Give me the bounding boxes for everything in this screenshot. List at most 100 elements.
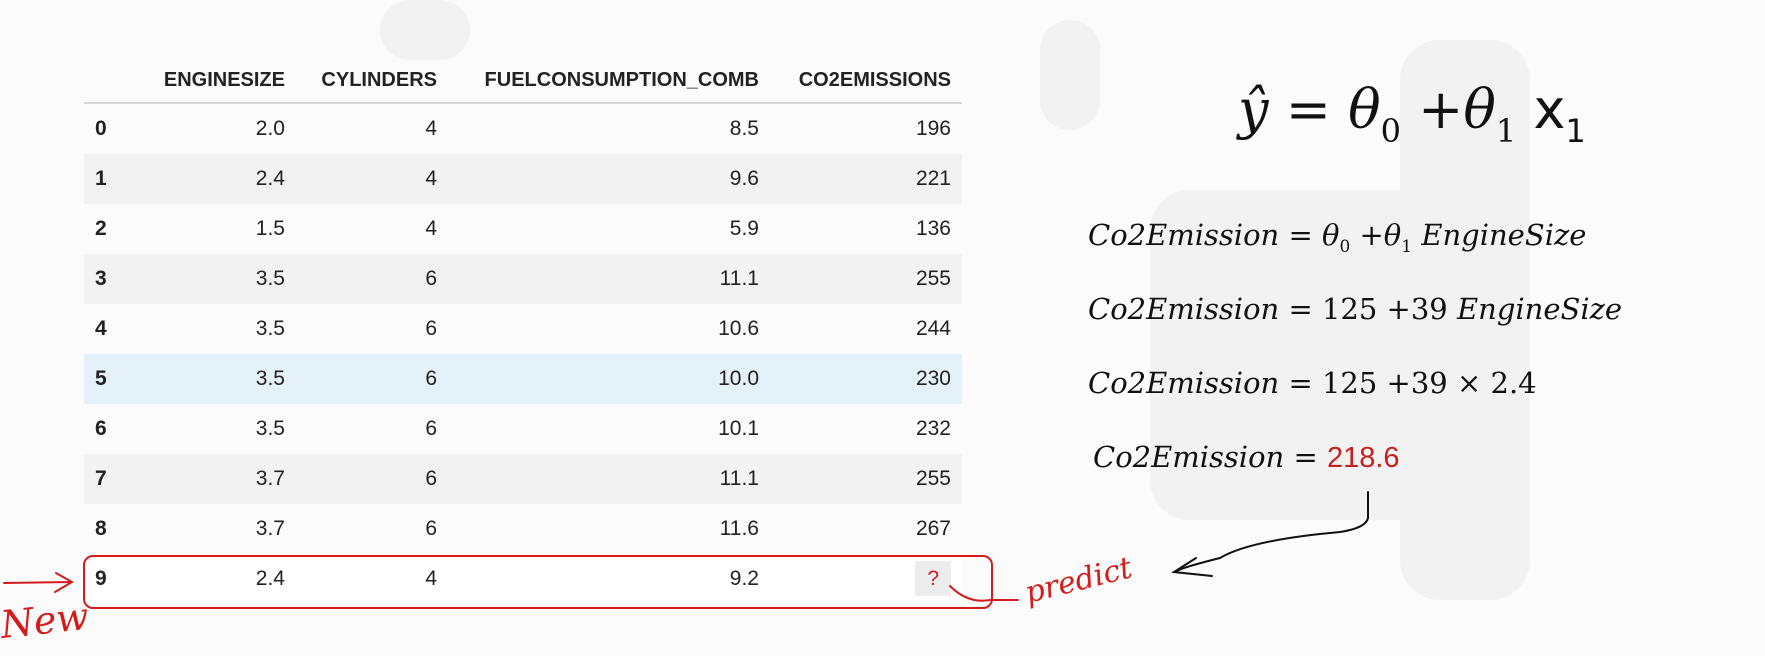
background-shape — [1400, 40, 1530, 600]
cell-enginesize: 3.5 — [255, 417, 285, 440]
background-shape — [1040, 20, 1100, 130]
unknown-value: ? — [915, 561, 951, 596]
result-arrow-head — [1171, 557, 1213, 577]
formula-subscript: 1 — [1495, 112, 1517, 150]
formula-theta-1: θ — [1463, 78, 1496, 141]
equation-result: Co2Emission = 218.6 — [1093, 440, 1400, 475]
cell-enginesize: 1.5 — [255, 217, 285, 240]
cell-fuelconsumption: 11.1 — [719, 267, 759, 290]
table-row: 1 2.4 4 9.6 221 — [84, 154, 962, 204]
row-index: 2 — [95, 217, 107, 240]
cell-enginesize: 2.0 — [255, 117, 285, 140]
cell-co2emissions: 255 — [915, 267, 951, 290]
cell-co2emissions: 267 — [915, 517, 951, 540]
table-row-highlighted: 5 3.5 6 10.0 230 — [84, 354, 962, 404]
row-index: 8 — [95, 517, 107, 540]
cell-co2emissions: 255 — [915, 467, 951, 490]
formula-subscript: 0 — [1380, 112, 1401, 150]
equation-intercept: 125 — [1321, 292, 1378, 326]
result-arrow-line — [1174, 491, 1369, 573]
cell-co2emissions: 196 — [915, 117, 951, 140]
formula-yhat: ŷ — [1238, 78, 1269, 141]
cell-cylinders: 6 — [425, 417, 437, 440]
equation-coefficients: Co2Emission = 125 +39 EngineSize — [1088, 292, 1622, 326]
table-row-new: 9 2.4 4 9.2 ? — [84, 554, 962, 604]
cell-cylinders: 4 — [296, 554, 448, 604]
cell-co2emissions: 230 — [915, 367, 951, 390]
row-index: 1 — [95, 167, 107, 190]
column-header-fuelconsumption-comb: FUELCONSUMPTION_COMB — [448, 58, 770, 104]
new-row-outline — [83, 555, 993, 609]
formula-equals: = — [1285, 78, 1331, 141]
row-index: 7 — [95, 467, 107, 490]
equation-equals: = — [1288, 218, 1313, 252]
row-index: 5 — [95, 367, 107, 390]
equation-variable: EngineSize — [1456, 292, 1623, 326]
cell-enginesize: 2.4 — [255, 167, 285, 190]
cell-co2emissions: 232 — [915, 417, 951, 440]
cell-co2emissions-unknown: ? — [770, 554, 962, 604]
table-row: 0 2.0 4 8.5 196 — [84, 103, 962, 154]
cell-fuelconsumption: 11.6 — [719, 517, 759, 540]
equation-plus: + — [1359, 218, 1384, 252]
predict-connector — [949, 585, 1019, 602]
column-header-co2emissions: CO2EMISSIONS — [770, 58, 962, 104]
cell-cylinders: 6 — [425, 267, 437, 290]
cell-enginesize: 3.5 — [255, 367, 285, 390]
predict-label: predict — [1021, 550, 1136, 611]
equation-subscript: 0 — [1339, 237, 1351, 257]
cell-cylinders: 6 — [425, 367, 437, 390]
row-index: 4 — [95, 317, 107, 340]
cell-cylinders: 6 — [425, 317, 437, 340]
row-index: 9 — [84, 554, 134, 604]
formula-theta-0: θ — [1348, 78, 1381, 141]
cell-co2emissions: 136 — [915, 217, 951, 240]
row-index: 3 — [95, 267, 107, 290]
equation-substituted: Co2Emission = 125 +39 × 2.4 — [1088, 366, 1537, 400]
cell-cylinders: 4 — [425, 167, 437, 190]
table-row: 4 3.5 6 10.6 244 — [84, 304, 962, 354]
equation-intercept: 125 — [1321, 366, 1378, 400]
new-row-arrow — [3, 572, 75, 593]
cell-fuelconsumption: 8.5 — [729, 117, 759, 140]
new-label: New — [0, 594, 91, 647]
table-row: 3 3.5 6 11.1 255 — [84, 254, 962, 304]
equation-lhs: Co2Emission — [1093, 440, 1285, 474]
index-header — [84, 58, 134, 104]
equation-subscript: 1 — [1401, 237, 1413, 257]
formula-plus: + — [1418, 78, 1464, 141]
cell-enginesize: 3.5 — [255, 267, 285, 290]
cell-fuelconsumption: 10.0 — [718, 367, 759, 390]
equation-result-value: 218.6 — [1326, 442, 1400, 474]
equation-slope: 39 — [1410, 366, 1448, 400]
table-header-row: ENGINESIZE CYLINDERS FUELCONSUMPTION_COM… — [84, 58, 962, 104]
equation-theta-0: θ — [1321, 218, 1340, 252]
cell-enginesize: 3.7 — [255, 517, 285, 540]
cell-fuelconsumption: 9.6 — [729, 167, 759, 190]
equation-equals: = — [1288, 292, 1313, 326]
table-row: 7 3.7 6 11.1 255 — [84, 454, 962, 504]
cell-fuelconsumption: 10.1 — [718, 417, 759, 440]
cell-enginesize: 2.4 — [134, 554, 296, 604]
cell-fuelconsumption: 11.1 — [719, 467, 759, 490]
cell-cylinders: 4 — [425, 117, 437, 140]
row-index: 0 — [95, 117, 107, 140]
equation-lhs: Co2Emission — [1088, 292, 1280, 326]
equation-lhs: Co2Emission — [1088, 218, 1280, 252]
cell-co2emissions: 221 — [915, 167, 951, 190]
formula-subscript: 1 — [1565, 112, 1586, 150]
cell-enginesize: 3.7 — [255, 467, 285, 490]
equation-slope: 39 — [1410, 292, 1448, 326]
equation-value: 2.4 — [1490, 366, 1537, 400]
table-row: 2 1.5 4 5.9 136 — [84, 204, 962, 254]
equation-general: Co2Emission = θ0 +θ1 EngineSize — [1088, 218, 1586, 257]
equation-equals: = — [1293, 440, 1318, 474]
cell-enginesize: 3.5 — [255, 317, 285, 340]
cell-cylinders: 6 — [425, 467, 437, 490]
equation-variable: EngineSize — [1421, 218, 1587, 252]
formula-x: x — [1533, 78, 1566, 141]
cell-cylinders: 4 — [425, 217, 437, 240]
equation-theta-1: θ — [1383, 218, 1402, 252]
equation-times: × — [1456, 366, 1482, 400]
